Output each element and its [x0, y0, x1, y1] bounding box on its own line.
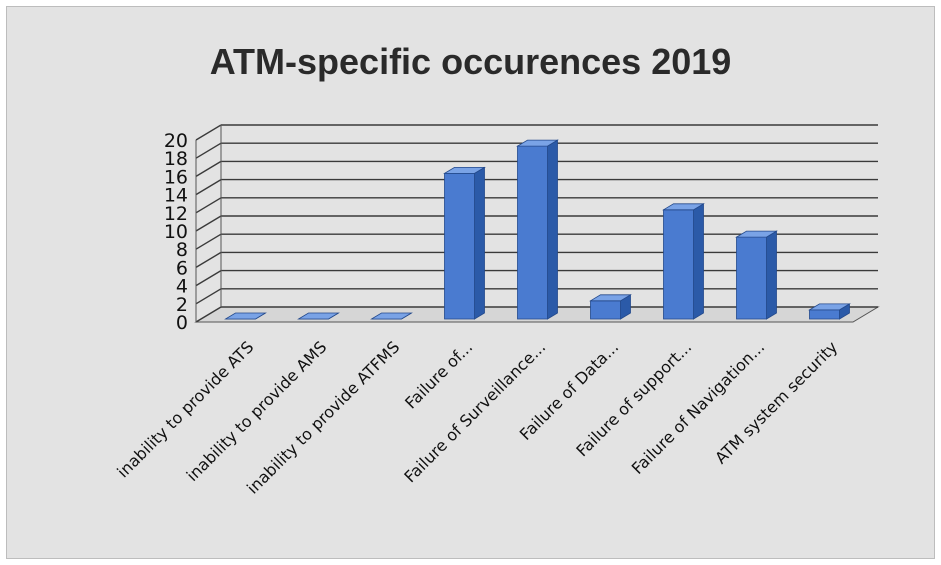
bar [589, 294, 632, 320]
y-tick-label: 16 [164, 166, 188, 188]
x-category-label: Failure of Surveillance... [400, 337, 549, 486]
y-tick-label: 4 [176, 276, 188, 298]
y-tick-label: 10 [164, 221, 188, 243]
gridline-side [195, 233, 222, 250]
x-category-label: ATM system security [711, 337, 841, 467]
y-tick-label: 8 [176, 239, 188, 261]
x-category-label: inability to provide AMS [183, 337, 331, 485]
bar [224, 312, 267, 320]
gridline-side [195, 160, 222, 178]
y-tick-label: 20 [164, 130, 188, 152]
x-category-label: inability to provide ATFMS [243, 337, 403, 497]
bar [808, 303, 851, 320]
bar [735, 230, 778, 320]
gridline-side [195, 269, 222, 287]
y-tick-label: 18 [164, 148, 188, 170]
y-tick-label: 0 [176, 312, 188, 334]
gridline-side [195, 124, 222, 141]
chart-title: ATM-specific occurences 2019 [209, 41, 732, 82]
bar [443, 166, 486, 320]
x-category-label: Failure of Navigation... [628, 337, 769, 478]
bar [297, 312, 340, 320]
gridline-side [195, 251, 222, 269]
gridline-side [195, 197, 222, 214]
gridline-side [195, 306, 222, 323]
gridline-side [195, 288, 222, 305]
y-tick-label: 14 [164, 185, 188, 207]
bar [370, 312, 413, 320]
y-tick-label: 2 [176, 294, 188, 316]
x-category-label: Failure of... [401, 337, 476, 412]
bar [662, 203, 705, 320]
bar [516, 139, 559, 320]
gridline-side [195, 215, 222, 232]
y-tick-label: 12 [164, 203, 188, 225]
gridline-side [195, 142, 222, 159]
gridline-side [195, 178, 222, 196]
x-category-label: inability to provide ATS [113, 337, 257, 481]
y-tick-label: 6 [176, 257, 188, 279]
